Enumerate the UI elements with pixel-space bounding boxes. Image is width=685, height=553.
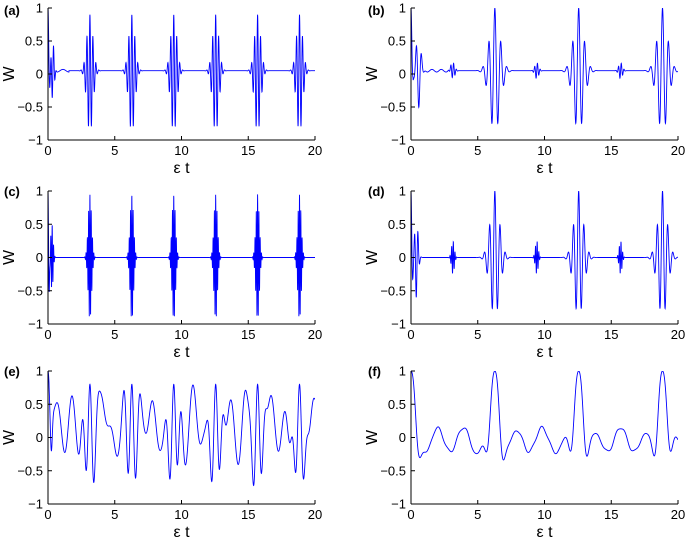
x-tick-label: 15 <box>241 507 255 522</box>
y-tick-label: 0 <box>36 430 43 445</box>
series-line <box>48 8 315 127</box>
y-tick-label: −1 <box>391 317 406 332</box>
x-tick-label: 0 <box>407 507 414 522</box>
y-tick-label: 0 <box>36 250 43 265</box>
x-tick-label: 10 <box>537 143 551 158</box>
x-tick-label: 5 <box>111 143 118 158</box>
x-tick-label: 15 <box>604 327 618 342</box>
x-tick-label: 10 <box>174 143 188 158</box>
panel-b: 0 5 10 15 20 −1 −0.5 0 0.5 1 ε t W (b) <box>364 1 685 178</box>
x-tick-label: 15 <box>604 143 618 158</box>
x-tick-label: 10 <box>537 507 551 522</box>
y-tick-label: 1 <box>36 364 43 379</box>
panel-label: (d) <box>368 184 385 199</box>
y-tick-label: 0.5 <box>388 397 406 412</box>
x-tick-label: 20 <box>308 327 322 342</box>
y-tick-label: 0 <box>399 430 406 445</box>
panel-label: (e) <box>4 364 20 379</box>
panel-f: 0 5 10 15 20 −1 −0.5 0 0.5 1 ε t W (f) <box>364 364 685 542</box>
x-axis-label: ε t <box>536 524 553 541</box>
y-axis-label: W <box>1 429 18 445</box>
panel-a: 0 5 10 15 20 −1 −0.5 0 0.5 1 ε t W (a) <box>1 1 322 178</box>
y-tick-label: 0.5 <box>388 34 406 49</box>
y-tick-label: −0.5 <box>17 100 43 115</box>
x-tick-label: 5 <box>474 327 481 342</box>
y-tick-label: −0.5 <box>17 463 43 478</box>
y-tick-label: 0.5 <box>25 217 43 232</box>
x-tick-label: 0 <box>407 327 414 342</box>
series-line <box>48 191 315 317</box>
y-tick-label: −1 <box>391 497 406 512</box>
x-tick-label: 15 <box>604 507 618 522</box>
y-tick-label: 1 <box>399 184 406 199</box>
panel-d: 0 5 10 15 20 −1 −0.5 0 0.5 1 ε t W (d) <box>364 184 685 362</box>
y-tick-label: 0 <box>399 67 406 82</box>
y-tick-label: 0.5 <box>388 217 406 232</box>
x-tick-label: 15 <box>241 327 255 342</box>
y-tick-label: −1 <box>28 133 43 148</box>
y-tick-label: 1 <box>36 184 43 199</box>
y-axis-label: W <box>364 249 381 265</box>
y-tick-label: 0 <box>399 250 406 265</box>
y-tick-label: 1 <box>399 364 406 379</box>
y-axis-label: W <box>1 249 18 265</box>
x-tick-label: 0 <box>407 143 414 158</box>
x-tick-label: 5 <box>111 327 118 342</box>
x-axis-label: ε t <box>536 160 553 177</box>
y-tick-label: −0.5 <box>17 283 43 298</box>
y-axis-label: W <box>364 429 381 445</box>
panel-label: (f) <box>368 364 381 379</box>
x-tick-label: 5 <box>474 143 481 158</box>
x-tick-label: 10 <box>174 327 188 342</box>
series-line <box>48 371 315 487</box>
y-tick-label: 0 <box>36 67 43 82</box>
x-tick-label: 15 <box>241 143 255 158</box>
series-line <box>411 371 678 461</box>
y-axis-label: W <box>364 66 381 82</box>
y-tick-label: −0.5 <box>380 283 406 298</box>
y-tick-label: −0.5 <box>380 100 406 115</box>
y-tick-label: 1 <box>36 1 43 16</box>
y-tick-label: −1 <box>28 497 43 512</box>
x-tick-label: 0 <box>44 143 51 158</box>
x-axis-label: ε t <box>173 524 190 541</box>
series-line <box>411 191 678 311</box>
x-axis-label: ε t <box>173 160 190 177</box>
x-tick-label: 10 <box>174 507 188 522</box>
y-tick-label: 0.5 <box>25 397 43 412</box>
x-tick-label: 20 <box>671 327 685 342</box>
x-tick-label: 5 <box>111 507 118 522</box>
x-tick-label: 20 <box>308 143 322 158</box>
y-tick-label: −0.5 <box>380 463 406 478</box>
panel-c: 0 5 10 15 20 −1 −0.5 0 0.5 1 ε t W (c) <box>1 184 322 362</box>
y-tick-label: −1 <box>391 133 406 148</box>
x-tick-label: 0 <box>44 327 51 342</box>
x-tick-label: 10 <box>537 327 551 342</box>
y-axis-label: W <box>1 66 18 82</box>
y-tick-label: 0.5 <box>25 34 43 49</box>
x-tick-label: 0 <box>44 507 51 522</box>
panel-e: 0 5 10 15 20 −1 −0.5 0 0.5 1 ε t W (e) <box>1 364 322 542</box>
x-tick-label: 20 <box>671 507 685 522</box>
panel-label: (b) <box>368 3 385 18</box>
x-axis-label: ε t <box>536 344 553 361</box>
x-tick-label: 20 <box>308 507 322 522</box>
y-tick-label: 1 <box>399 1 406 16</box>
x-tick-label: 5 <box>474 507 481 522</box>
y-tick-label: −1 <box>28 317 43 332</box>
panel-label: (a) <box>4 3 20 18</box>
panel-label: (c) <box>4 184 20 199</box>
x-tick-label: 20 <box>671 143 685 158</box>
x-axis-label: ε t <box>173 344 190 361</box>
series-line <box>411 8 678 125</box>
